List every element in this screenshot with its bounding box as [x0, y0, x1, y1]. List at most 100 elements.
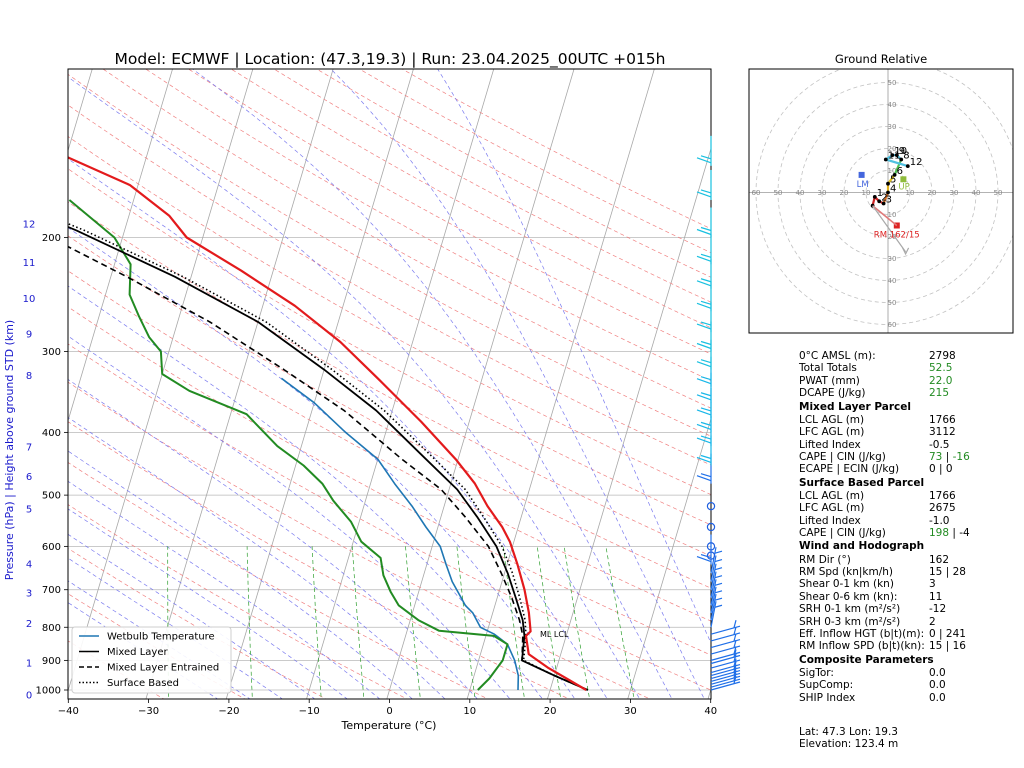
wind-barb [710, 547, 723, 574]
supcomp-label: SupComp: [799, 679, 854, 692]
param-value: 22.0 [929, 374, 953, 387]
param-label: DCAPE (J/kg) [799, 387, 866, 400]
moist-adiabat [68, 602, 219, 699]
moist-adiabat [68, 480, 381, 699]
wind-barb [710, 633, 741, 649]
dry-adiabat [68, 168, 711, 526]
mixed-layer-entrained-profile [68, 245, 589, 691]
moist-adiabat [68, 335, 511, 699]
wind-barb [706, 551, 716, 560]
wind-barb [696, 169, 712, 200]
shear06-label: Shear 0-6 km (kn): [799, 590, 898, 603]
height-tick-label: 1 [26, 658, 32, 669]
sb-lcl-value: 1766 [929, 489, 956, 502]
dry-adiabat [68, 343, 711, 691]
dry-adiabat [68, 421, 570, 699]
legend-label: Wetbulb Temperature [107, 632, 215, 643]
wind-barb [710, 653, 741, 669]
wind-barb [710, 601, 723, 628]
height-tick-label: 0 [26, 691, 32, 702]
pressure-tick-label: 800 [42, 623, 61, 634]
height-tick-label: 9 [26, 329, 32, 340]
moist-adiabat [68, 158, 608, 699]
chart-title: Model: ECMWF | Location: (47.3,19.3) | R… [115, 50, 666, 69]
sb-cape-label: CAPE | CIN (J/kg) [799, 527, 886, 540]
wind-barb [696, 302, 712, 333]
wind-barb [710, 555, 723, 582]
srh03-label: SRH 0-3 km (m²/s²) [799, 615, 901, 628]
supcomp-value: 0.0 [929, 679, 946, 692]
moist-adiabat [68, 508, 348, 699]
dry-adiabat [68, 270, 711, 622]
moist-adiabat [68, 378, 478, 699]
shear01-value: 3 [929, 578, 936, 591]
moist-adiabat [68, 557, 283, 699]
height-tick-label: 2 [26, 619, 32, 630]
ml-lcl-value: 1766 [929, 413, 956, 426]
mixing-ratio-line [536, 546, 562, 699]
wind-header: Wind and Hodograph [799, 540, 925, 553]
param-label: PWAT (mm) [799, 374, 860, 387]
height-tick-label: 10 [23, 294, 36, 305]
ml-lfc-label: LFC AGL (m) [799, 426, 865, 439]
legend-label: Mixed Layer Entrained [107, 663, 219, 674]
mixed-layer-profile [68, 225, 589, 691]
height-tick-label: 12 [23, 219, 36, 230]
dry-adiabat [68, 504, 408, 699]
surface-based-profile [68, 222, 589, 691]
height-tick-label: 5 [26, 504, 32, 515]
x-tick-label: −30 [138, 706, 159, 717]
rm-inflow-spd-value: 15 | 16 [929, 640, 966, 653]
mixing-ratio-line [605, 546, 635, 699]
pressure-tick-label: 500 [42, 491, 61, 502]
composite-header: Composite Parameters [799, 653, 934, 666]
x-tick-label: 20 [544, 706, 557, 717]
pressure-tick-label: 600 [42, 542, 61, 553]
mixing-ratio-line [351, 546, 365, 699]
sb-lfc-label: LFC AGL (m) [799, 502, 865, 515]
wind-barb [710, 620, 741, 635]
moist-adiabat [68, 227, 576, 699]
moist-adiabat [191, 69, 673, 699]
sb-li-value: -1.0 [929, 514, 950, 527]
moist-adiabat [68, 533, 316, 699]
wind-barb [696, 135, 712, 166]
sb-cape-value: 198 [929, 527, 950, 540]
wind-barb [710, 563, 723, 590]
x-tick-label: −20 [218, 706, 239, 717]
ship-label: SHIP Index [799, 691, 856, 704]
mixing-ratio-line [311, 546, 322, 699]
dry-adiabat [187, 69, 711, 355]
height-tick-label: 6 [26, 472, 32, 483]
pressure-tick-label: 300 [42, 347, 61, 358]
wind-barb [710, 579, 723, 606]
param-label: 0°C AMSL (m): [799, 350, 876, 362]
mixing-ratio-line [563, 546, 590, 699]
ml-li-value: -0.5 [929, 438, 950, 451]
x-tick-label: 0 [386, 706, 392, 717]
pressure-tick-label: 200 [42, 233, 61, 244]
legend-box [71, 626, 232, 694]
rm-dir-value: 162 [929, 553, 950, 566]
moist-adiabat [68, 285, 543, 699]
isotherm-line [386, 69, 575, 699]
moist-adiabat [68, 416, 446, 699]
srh01-value: -12 [929, 603, 947, 616]
shear01-label: Shear 0-1 km (kn) [799, 578, 894, 591]
isotherm-line [68, 69, 173, 423]
wind-barb [710, 626, 741, 642]
wind-barb [706, 501, 716, 511]
pressure-tick-label: 700 [42, 585, 61, 596]
isotherm-line [627, 417, 711, 699]
isotherm-line [547, 147, 711, 699]
isotherm-line [466, 69, 655, 699]
param-row: PWAT (mm) 22.0 [799, 375, 1014, 387]
moist-adiabat [68, 450, 413, 699]
wind-barb [710, 658, 741, 674]
mixing-ratio-line [456, 546, 476, 699]
x-tick-label: 40 [704, 706, 717, 717]
dry-adiabat [68, 593, 246, 699]
isotherm-line [306, 69, 495, 699]
x-tick-label: −40 [58, 706, 79, 717]
